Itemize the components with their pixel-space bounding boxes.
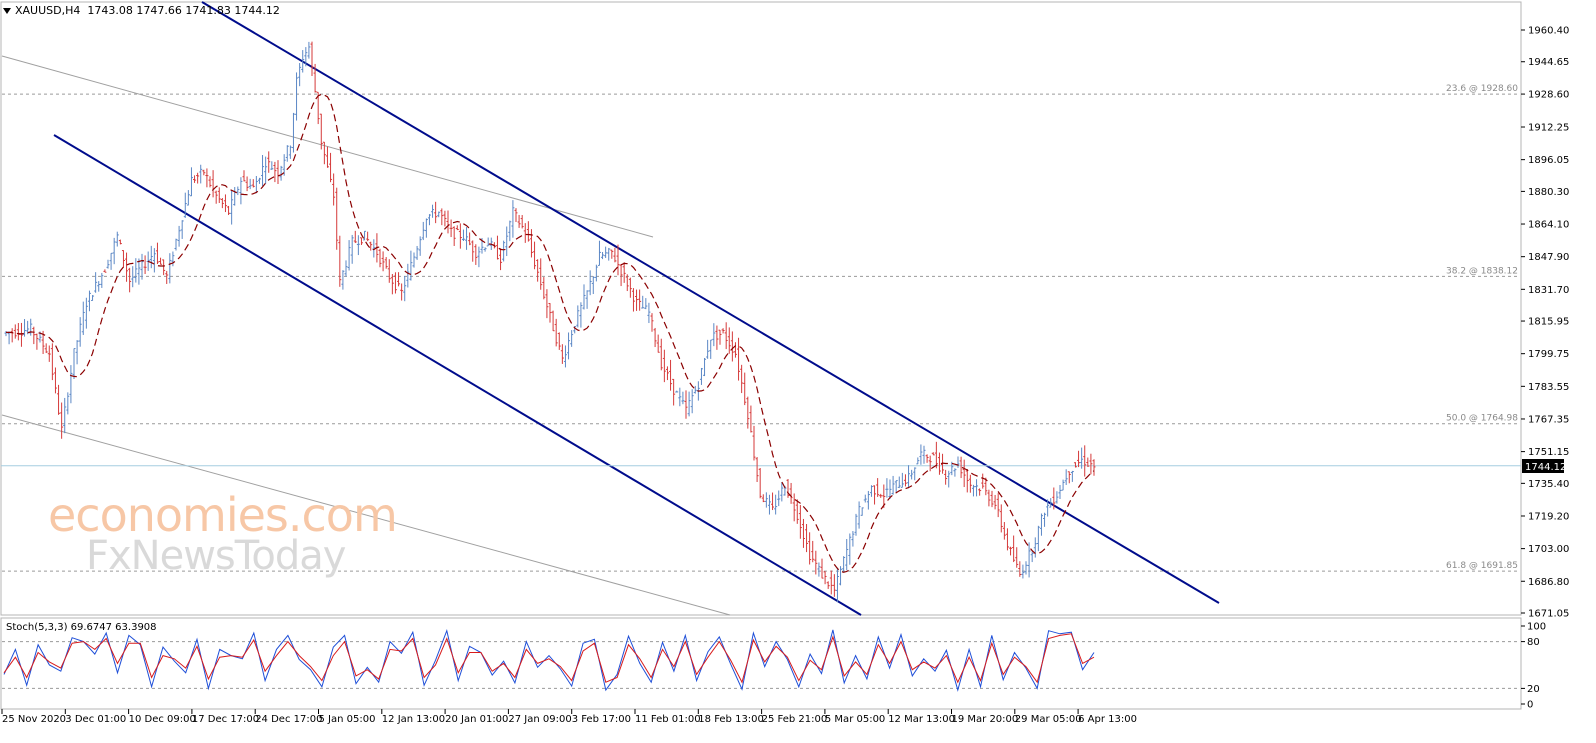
fib-level-label: 23.6 @ 1928.60 [1446,84,1518,94]
time-tick-label: 12 Jan 13:00 [382,714,445,725]
lower-trendline [1,414,731,616]
fib-level-label: 61.8 @ 1691.85 [1446,561,1518,571]
current-price-tag: 1744.12 [1522,459,1566,473]
channel-upper-line [201,1,1220,604]
time-tick-label: 5 Jan 05:00 [319,714,376,725]
current-price-box [1522,459,1564,473]
price-tick-label: 1831.70 [1528,285,1569,296]
time-tick-label: 18 Feb 13:00 [698,714,764,725]
moving-average-line [6,93,1095,573]
price-tick-label: 1864.10 [1528,220,1569,231]
symbol-label: XAUUSD,H4 [15,4,81,17]
price-tick-label: 1703.00 [1528,544,1569,555]
stochastic-panel-frame [0,617,1522,710]
time-tick-label: 3 Feb 17:00 [572,714,631,725]
time-tick-label: 12 Mar 13:00 [888,714,955,725]
price-tick-label: 1751.15 [1528,447,1569,458]
fib-level-label: 38.2 @ 1838.12 [1446,266,1518,276]
time-tick-label: 25 Nov 2020 [2,714,66,725]
time-tick-label: 11 Feb 01:00 [635,714,701,725]
channel-lower-line [53,134,862,616]
watermark-fxnewstoday: FxNewsToday [86,533,346,579]
fibonacci-levels: 23.6 @ 1928.60 38.2 @ 1838.12 50.0 @ 1764.… [2,84,1520,572]
price-tick-label: 1767.35 [1528,414,1569,425]
stochastic-tick-label: 0 [1527,700,1533,711]
price-tick-label: 1719.20 [1528,511,1569,522]
price-tick-label: 1944.65 [1528,57,1569,68]
stochastic-title: Stoch(5,3,3) 69.6747 63.3908 [6,622,157,633]
stochastic-tick-label: 100 [1527,622,1546,633]
stochastic-lines [2,628,1520,692]
price-tick-label: 1880.30 [1528,187,1569,198]
time-tick-label: 19 Mar 20:00 [952,714,1019,725]
price-axis: 1960.40 1944.65 1928.60 1912.25 1896.05 1880.… [1521,26,1569,620]
price-tick-label: 1815.95 [1528,317,1569,328]
time-tick-label: 6 Apr 13:00 [1078,714,1137,725]
upper-trendline [1,55,654,238]
stochastic-tick-label: 20 [1527,684,1540,695]
stochastic-d-line [3,633,1095,684]
price-tick-label: 1847.90 [1528,252,1569,263]
trend-lines [1,1,1220,616]
stochastic-tick-label: 80 [1527,637,1540,648]
chart-header: XAUUSD,H4 1743.08 1747.66 1741.83 1744.1… [3,4,280,17]
price-tick-label: 1960.40 [1528,26,1569,37]
time-tick-label: 5 Mar 05:00 [825,714,885,725]
price-tick-label: 1671.05 [1528,609,1569,620]
price-tick-label: 1735.40 [1528,479,1569,490]
stochastic-panel [0,617,1522,710]
time-tick-label: 29 Mar 05:00 [1015,714,1082,725]
time-tick-label: 3 Dec 01:00 [65,714,126,725]
price-tick-label: 1928.60 [1528,90,1569,101]
stochastic-axis: 100 80 20 0 [1521,622,1546,711]
price-tick-label: 1799.75 [1528,349,1569,360]
main-panel [0,1,1522,616]
time-tick-label: 27 Jan 09:00 [508,714,571,725]
price-tick-label: 1783.55 [1528,382,1569,393]
main-panel-frame [0,1,1522,616]
price-tick-label: 1896.05 [1528,155,1569,166]
stochastic-k-line [3,628,1095,692]
ohlc-values: 1743.08 1747.66 1741.83 1744.12 [87,4,280,17]
price-tick-label: 1912.25 [1528,123,1569,134]
collapse-triangle-icon[interactable] [3,8,11,14]
current-price-label: 1744.12 [1525,462,1566,473]
time-tick-label: 17 Dec 17:00 [192,714,259,725]
fib-level-label: 50.0 @ 1764.98 [1446,414,1518,424]
time-tick-label: 25 Feb 21:00 [762,714,828,725]
time-tick-label: 10 Dec 09:00 [129,714,196,725]
price-tick-label: 1686.80 [1528,577,1569,588]
watermark-economies: economies.com [48,488,398,542]
time-tick-label: 20 Jan 01:00 [445,714,508,725]
time-tick-label: 24 Dec 17:00 [255,714,322,725]
